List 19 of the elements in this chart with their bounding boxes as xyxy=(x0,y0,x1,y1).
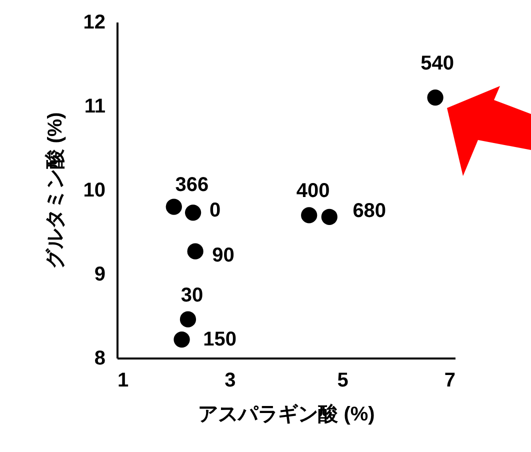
annotation: 90 xyxy=(212,244,234,266)
x-tick-label: 3 xyxy=(224,370,236,392)
y-tick-label: 12 xyxy=(83,12,106,34)
x-tick-label: 5 xyxy=(337,370,348,392)
x-axis-title: アスパラギン酸 (%) xyxy=(198,404,375,426)
y-tick-label: 9 xyxy=(94,264,106,286)
y-tick-label: 10 xyxy=(83,180,106,202)
annotation: 540 xyxy=(420,52,454,75)
x-tick-label: 7 xyxy=(444,370,456,392)
x-tick-label: 1 xyxy=(118,370,129,392)
annotation: 0 xyxy=(209,200,221,222)
y-tick-label: 11 xyxy=(84,96,106,118)
y-axis-title: グルタミン酸 (%) xyxy=(44,112,66,269)
annotation: 150 xyxy=(203,328,236,351)
annotation: 366 xyxy=(175,174,209,196)
annotation: 30 xyxy=(180,284,204,306)
annotation: 400 xyxy=(296,180,330,202)
y-tick-label: 8 xyxy=(94,348,106,370)
annotation: 680 xyxy=(352,200,386,222)
